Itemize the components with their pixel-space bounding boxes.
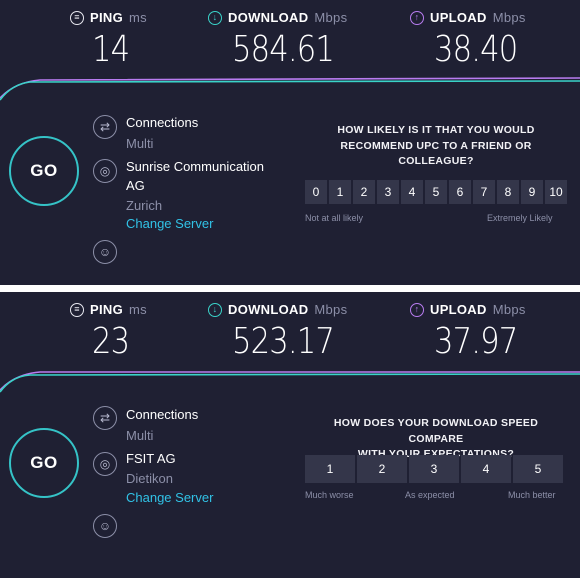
connections-label: Connections <box>126 115 199 130</box>
upload-value: 37.97 <box>434 321 518 362</box>
rating-option[interactable]: 1 <box>305 455 355 483</box>
download-value: 523.17 <box>232 321 335 362</box>
go-button[interactable]: GO <box>9 428 79 498</box>
ping-gauge-icon: ≡ <box>70 302 84 317</box>
speed-graph <box>0 77 580 101</box>
download-label: DOWNLOAD <box>228 302 309 317</box>
download-metric: ↓ DOWNLOAD Mbps 523.17 <box>208 302 352 362</box>
ping-unit: ms <box>128 10 147 25</box>
rating-option[interactable]: 0 <box>305 180 327 204</box>
download-graph-line <box>0 80 580 101</box>
ping-value: 14 <box>92 29 130 70</box>
ping-gauge-icon: ≡ <box>70 10 84 25</box>
scale-high-label: Extremely Likely <box>487 213 553 223</box>
rating-option[interactable]: 3 <box>377 180 399 204</box>
scale-low-label: Not at all likely <box>305 213 364 223</box>
speedtest-result-panel-2: ≡ PING ms 23 ↓ DOWNLOAD Mbps 523.17 ↑ UP… <box>0 292 580 578</box>
upload-metric: ↑ UPLOAD Mbps 38.40 <box>410 10 532 70</box>
download-arrow-icon: ↓ <box>208 10 222 25</box>
survey-question-line-1: HOW LIKELY IS IT THAT YOU WOULD <box>337 124 535 136</box>
rating-option[interactable]: 1 <box>329 180 351 204</box>
rating-option[interactable]: 3 <box>409 455 459 483</box>
connections-icon: ⇄ <box>93 115 117 139</box>
rating-scale: 0 1 2 3 4 5 6 7 8 9 10 <box>305 180 567 204</box>
download-value: 584.61 <box>232 29 335 70</box>
ping-label: PING <box>90 302 123 317</box>
download-graph-line <box>0 373 580 393</box>
connections-icon: ⇄ <box>93 406 117 430</box>
download-arrow-icon: ↓ <box>208 302 222 317</box>
rating-option[interactable]: 5 <box>425 180 447 204</box>
upload-arrow-icon: ↑ <box>410 302 424 317</box>
download-unit: Mbps <box>314 10 348 25</box>
download-metric: ↓ DOWNLOAD Mbps 584.61 <box>208 10 352 70</box>
download-unit: Mbps <box>314 302 348 317</box>
globe-icon: ◎ <box>93 159 117 183</box>
connections-value: Multi <box>126 136 154 151</box>
rating-option[interactable]: 2 <box>357 455 407 483</box>
upload-label: UPLOAD <box>430 10 487 25</box>
upload-label: UPLOAD <box>430 302 487 317</box>
survey-question-line-3: COLLEAGUE? <box>398 155 474 167</box>
server-name: Sunrise Communication <box>126 159 265 174</box>
rating-option[interactable]: 2 <box>353 180 375 204</box>
survey-question-line-1: HOW DOES YOUR DOWNLOAD SPEED COMPARE <box>333 417 539 445</box>
rating-option[interactable]: 5 <box>513 455 563 483</box>
go-button[interactable]: GO <box>9 136 79 206</box>
ping-label: PING <box>90 10 123 25</box>
upload-unit: Mbps <box>492 302 526 317</box>
connections-label: Connections <box>126 407 199 422</box>
rating-option[interactable]: 7 <box>473 180 495 204</box>
scale-high-label: Much better <box>508 490 556 500</box>
server-location: Dietikon <box>126 471 173 486</box>
rating-option[interactable]: 10 <box>545 180 567 204</box>
user-icon[interactable]: ☺ <box>93 240 117 264</box>
scale-mid-label: As expected <box>405 490 455 500</box>
ping-metric: ≡ PING ms 23 <box>70 302 147 362</box>
globe-icon: ◎ <box>93 452 117 476</box>
survey-question: HOW LIKELY IS IT THAT YOU WOULD RECOMMEN… <box>305 123 567 170</box>
rating-option[interactable]: 4 <box>401 180 423 204</box>
upload-metric: ↑ UPLOAD Mbps 37.97 <box>410 302 532 362</box>
connections-value: Multi <box>126 428 154 443</box>
ping-value: 23 <box>92 321 130 362</box>
change-server-link[interactable]: Change Server <box>126 216 214 231</box>
speedtest-result-panel-1: ≡ PING ms 14 ↓ DOWNLOAD Mbps 584.61 ↑ UP… <box>0 0 580 285</box>
survey-question-line-2: RECOMMEND UPC TO A FRIEND OR <box>340 139 532 152</box>
download-label: DOWNLOAD <box>228 10 309 25</box>
upload-unit: Mbps <box>492 10 526 25</box>
server-name: FSIT AG <box>126 451 176 466</box>
speed-graph <box>0 371 580 393</box>
server-location: Zurich <box>126 198 163 213</box>
ping-unit: ms <box>128 302 147 317</box>
user-icon[interactable]: ☺ <box>93 514 117 538</box>
rating-option[interactable]: 8 <box>497 180 519 204</box>
rating-option[interactable]: 9 <box>521 180 543 204</box>
change-server-link[interactable]: Change Server <box>126 490 214 505</box>
rating-option[interactable]: 6 <box>449 180 471 204</box>
ping-metric: ≡ PING ms 14 <box>70 10 147 70</box>
upload-value: 38.40 <box>434 29 518 70</box>
upload-arrow-icon: ↑ <box>410 10 424 25</box>
rating-option[interactable]: 4 <box>461 455 511 483</box>
scale-low-label: Much worse <box>305 490 354 500</box>
rating-scale: 1 2 3 4 5 <box>305 455 563 483</box>
server-name-line2: AG <box>126 178 145 193</box>
